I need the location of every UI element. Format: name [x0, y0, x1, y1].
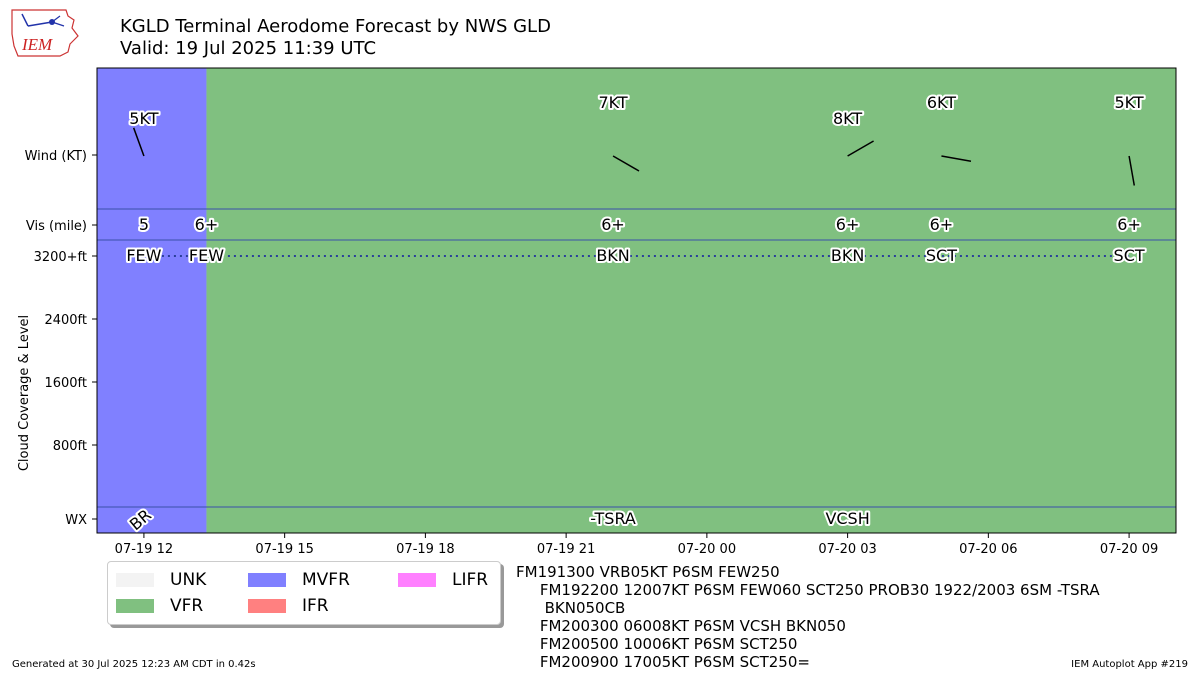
taf-line-0: FM191300 VRB05KT P6SM FEW250 [516, 563, 780, 581]
plot-frame [96, 67, 1177, 534]
xtick-label-5: 07-20 03 [818, 542, 876, 557]
ytick-1600-label: 1600ft [44, 376, 87, 391]
wind-label-4: 6KT [927, 93, 956, 112]
legend-swatch [116, 573, 154, 587]
legend-label: LIFR [452, 570, 489, 590]
xtick-label-6: 07-20 06 [959, 542, 1017, 557]
wx-label-3: VCSH [825, 509, 869, 528]
ytick-vis-label: Vis (mile) [26, 219, 87, 234]
wind-label-0: 5KT [129, 109, 158, 128]
xtick-label-4: 07-20 00 [678, 542, 736, 557]
cloud-label-0: FEW [126, 246, 161, 265]
taf-line-4: FM200500 10006KT P6SM SCT250 [516, 635, 798, 653]
vis-label-4: 6+ [930, 215, 954, 234]
cloud-label-1: FEW [189, 246, 224, 265]
ytick-wx-label: WX [65, 513, 87, 528]
legend-label: IFR [302, 596, 329, 616]
wind-label-5: 5KT [1114, 93, 1143, 112]
legend-swatch [398, 573, 436, 587]
legend-swatch [248, 599, 286, 613]
legend: UNK VFR MVFR IFR LIFR [107, 561, 501, 625]
ytick-3200-label: 3200+ft [34, 250, 87, 265]
legend-item-lifr: LIFR [398, 570, 488, 590]
legend-swatch [116, 599, 154, 613]
legend-item-unk: UNK [116, 570, 206, 590]
ytick-2400-label: 2400ft [44, 313, 87, 328]
cloud-label-3: BKN [831, 246, 864, 265]
legend-swatch [248, 573, 286, 587]
xtick-label-3: 07-19 21 [537, 542, 595, 557]
vis-label-1: 6+ [195, 215, 219, 234]
wind-barb-5 [1128, 155, 1136, 186]
vis-label-2: 6+ [601, 215, 625, 234]
generated-footer: Generated at 30 Jul 2025 12:23 AM CDT in… [12, 659, 256, 670]
legend-label: MVFR [302, 570, 350, 590]
wx-label-2: -TSRA [590, 509, 636, 528]
vis-label-5: 6+ [1117, 215, 1141, 234]
legend-item-mvfr: MVFR [248, 570, 350, 590]
taf-text: FM191300 VRB05KT P6SM FEW250 FM192200 12… [516, 563, 1100, 671]
taf-line-1: FM192200 12007KT P6SM FEW060 SCT250 PROB… [516, 581, 1100, 599]
legend-item-vfr: VFR [116, 596, 203, 616]
iem-logo-text: IEM [21, 35, 53, 54]
wind-barb-3 [847, 140, 874, 157]
wind-label-2: 7KT [598, 93, 627, 112]
wind-barb-2 [612, 155, 640, 172]
taf-line-3: FM200300 06008KT P6SM VCSH BKN050 [516, 617, 846, 635]
cloud-label-5: SCT [1114, 246, 1145, 265]
legend-label: VFR [170, 596, 204, 616]
cloud-label-4: SCT [926, 246, 957, 265]
title-line-2: Valid: 19 Jul 2025 11:39 UTC [120, 38, 377, 59]
legend-label: UNK [170, 570, 207, 590]
title-line-1: KGLD Terminal Aerodome Forecast by NWS G… [120, 16, 551, 37]
vis-label-3: 6+ [836, 215, 860, 234]
cloud-label-2: BKN [596, 246, 629, 265]
legend-item-ifr: IFR [248, 596, 329, 616]
taf-line-2: BKN050CB [516, 599, 626, 617]
y-axis-title: Cloud Coverage & Level [17, 315, 32, 471]
wind-barb-0 [132, 127, 145, 157]
xtick-label-2: 07-19 18 [396, 542, 454, 557]
ytick-wind-label: Wind (KT) [25, 149, 87, 164]
vis-label-0: 5 [139, 215, 149, 234]
taf-line-5: FM200900 17005KT P6SM SCT250= [516, 653, 810, 671]
ytick-800-label: 800ft [53, 439, 87, 454]
app-footer: IEM Autoplot App #219 [1071, 659, 1188, 670]
category-span-0 [97, 68, 207, 533]
xtick-label-0: 07-19 12 [115, 542, 173, 557]
category-span-1 [206, 68, 1177, 533]
wind-barb-4 [941, 155, 972, 162]
iem-logo: IEM [8, 6, 80, 58]
xtick-label-1: 07-19 15 [255, 542, 313, 557]
xtick-label-7: 07-20 09 [1100, 542, 1158, 557]
chart-title: KGLD Terminal Aerodome Forecast by NWS G… [120, 16, 551, 60]
wind-label-3: 8KT [833, 109, 862, 128]
